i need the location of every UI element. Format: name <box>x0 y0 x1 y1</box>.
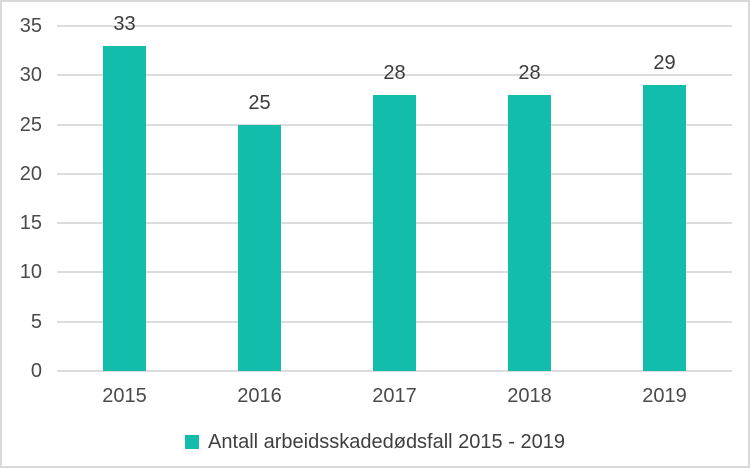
bar <box>508 95 551 371</box>
gridline <box>57 370 732 372</box>
y-tick-label: 10 <box>19 261 42 284</box>
x-tick-label: 2018 <box>507 385 552 407</box>
bar <box>238 124 281 371</box>
bar-value-label: 28 <box>383 62 406 84</box>
legend-label: Antall arbeidsskadedødsfall 2015 - 2019 <box>208 431 565 453</box>
y-tick-label: 5 <box>30 310 42 333</box>
bar <box>643 85 686 371</box>
x-tick-label: 2015 <box>102 385 147 407</box>
bar-value-label: 25 <box>248 91 271 114</box>
legend: Antall arbeidsskadedødsfall 2015 - 2019 <box>2 430 748 454</box>
y-tick-label: 15 <box>19 212 42 235</box>
bar <box>373 95 416 371</box>
x-tick-label: 2017 <box>372 385 417 407</box>
gridline <box>57 74 732 77</box>
gridline <box>57 25 732 27</box>
y-tick-label: 30 <box>19 64 42 87</box>
y-tick-label: 20 <box>19 162 42 185</box>
bar-value-label: 29 <box>653 52 676 75</box>
bar <box>103 45 146 371</box>
y-tick-label: 35 <box>19 15 42 37</box>
bar-value-label: 28 <box>518 62 541 84</box>
y-tick-label: 0 <box>30 360 42 382</box>
bar-value-label: 33 <box>113 12 136 35</box>
x-tick-label: 2019 <box>642 385 687 407</box>
y-tick-label: 25 <box>19 113 42 136</box>
legend-marker-icon <box>185 435 200 449</box>
x-tick-label: 2016 <box>237 385 282 407</box>
